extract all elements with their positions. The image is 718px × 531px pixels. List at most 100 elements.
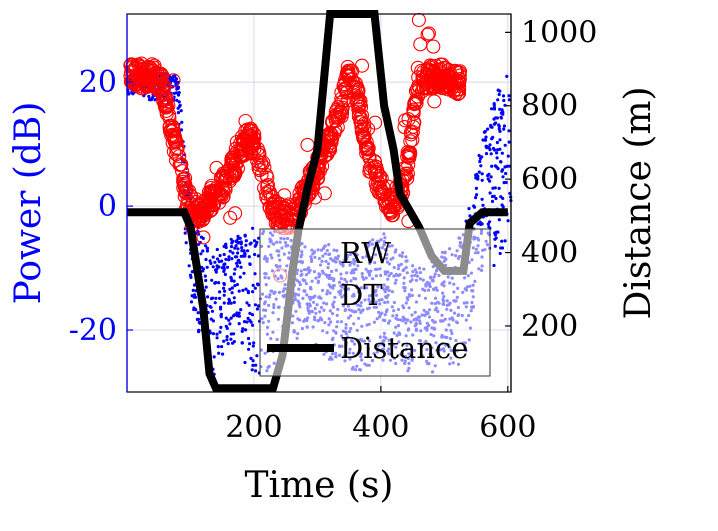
rw-point (222, 286, 226, 290)
rw-point (180, 120, 184, 124)
rw-point (256, 283, 260, 287)
rw-point (254, 363, 258, 367)
dt-point (435, 57, 450, 72)
rw-point (240, 246, 244, 250)
rw-point (230, 291, 234, 295)
rw-point (218, 290, 222, 294)
dt-point (351, 92, 366, 107)
rw-point (218, 330, 222, 334)
rw-point (478, 159, 482, 164)
rw-point (236, 251, 240, 255)
dt-point (140, 79, 155, 94)
rw-point (215, 247, 219, 252)
rw-point (232, 300, 236, 304)
left-y-axis: -20 0 20 (69, 14, 133, 392)
rw-point (242, 320, 247, 324)
rw-point (250, 368, 254, 372)
rw-point (229, 276, 233, 280)
rw-point (230, 257, 234, 261)
rw-point (233, 313, 237, 317)
rw-point (237, 240, 241, 245)
rw-point (190, 270, 194, 274)
dt-point (128, 59, 143, 74)
rw-point (235, 255, 239, 259)
dt-point (356, 130, 371, 145)
dt-point (426, 39, 441, 54)
dt-point (354, 58, 370, 73)
rw-point (477, 153, 481, 158)
rw-point (495, 140, 499, 145)
dt-point (170, 141, 185, 156)
right-y-tick-label: 1000 (521, 15, 597, 50)
dt-point (216, 168, 231, 183)
rw-point (500, 239, 504, 243)
rw-point (211, 255, 215, 259)
dt-point (410, 60, 425, 75)
rw-point (253, 272, 257, 276)
x-tick-label: 600 (479, 410, 536, 445)
rw-point (197, 242, 201, 246)
dt-point (189, 192, 204, 207)
rw-point (247, 347, 251, 351)
rw-point (243, 251, 247, 255)
dt-point (224, 168, 239, 183)
rw-point (242, 249, 246, 253)
rw-point (219, 325, 223, 329)
rw-point (493, 231, 497, 235)
dt-point (353, 114, 368, 129)
rw-point (490, 199, 495, 203)
rw-point (496, 88, 500, 92)
rw-point (496, 98, 500, 102)
x-axis-title: Time (s) (245, 465, 394, 506)
rw-point (235, 261, 239, 265)
rw-point (479, 164, 483, 168)
rw-point (237, 322, 241, 326)
rw-point (175, 98, 179, 102)
rw-point (489, 125, 493, 129)
rw-point (488, 191, 492, 195)
rw-point (502, 124, 506, 128)
rw-point (246, 316, 250, 320)
rw-point (251, 290, 255, 294)
dt-point (270, 211, 285, 226)
rw-point (210, 309, 215, 313)
rw-point (176, 93, 181, 97)
dt-point (370, 178, 385, 193)
rw-point (228, 287, 232, 291)
rw-point (245, 320, 249, 324)
rw-point (257, 304, 261, 308)
rw-point (476, 222, 480, 226)
rw-point (252, 239, 257, 243)
rw-point (507, 164, 511, 168)
dt-point (427, 94, 442, 109)
rw-point (484, 144, 489, 148)
right-y-tick-label: 600 (521, 162, 578, 197)
rw-point (496, 230, 500, 234)
dt-point (177, 179, 192, 194)
left-y-tick-label: 0 (98, 189, 117, 224)
dt-point (332, 109, 347, 124)
rw-point (227, 318, 231, 322)
rw-point (247, 255, 251, 259)
rw-point (188, 273, 193, 277)
dt-point (257, 180, 272, 196)
dt-point (377, 194, 392, 209)
rw-point (501, 175, 505, 179)
rw-point (213, 260, 217, 264)
rw-point (505, 74, 509, 78)
rw-point (480, 197, 484, 201)
legend-label-distance: Distance (340, 331, 468, 365)
dt-point (258, 186, 274, 201)
dt-point (403, 134, 418, 149)
rw-point (482, 130, 486, 134)
dt-point (357, 121, 372, 136)
dt-point (159, 103, 174, 118)
rw-point (214, 270, 218, 274)
rw-point (148, 97, 152, 101)
dt-point (372, 169, 387, 184)
rw-point (229, 301, 233, 305)
rw-point (490, 107, 494, 111)
rw-point (468, 214, 472, 218)
rw-point (491, 146, 496, 151)
dt-point (196, 230, 211, 245)
